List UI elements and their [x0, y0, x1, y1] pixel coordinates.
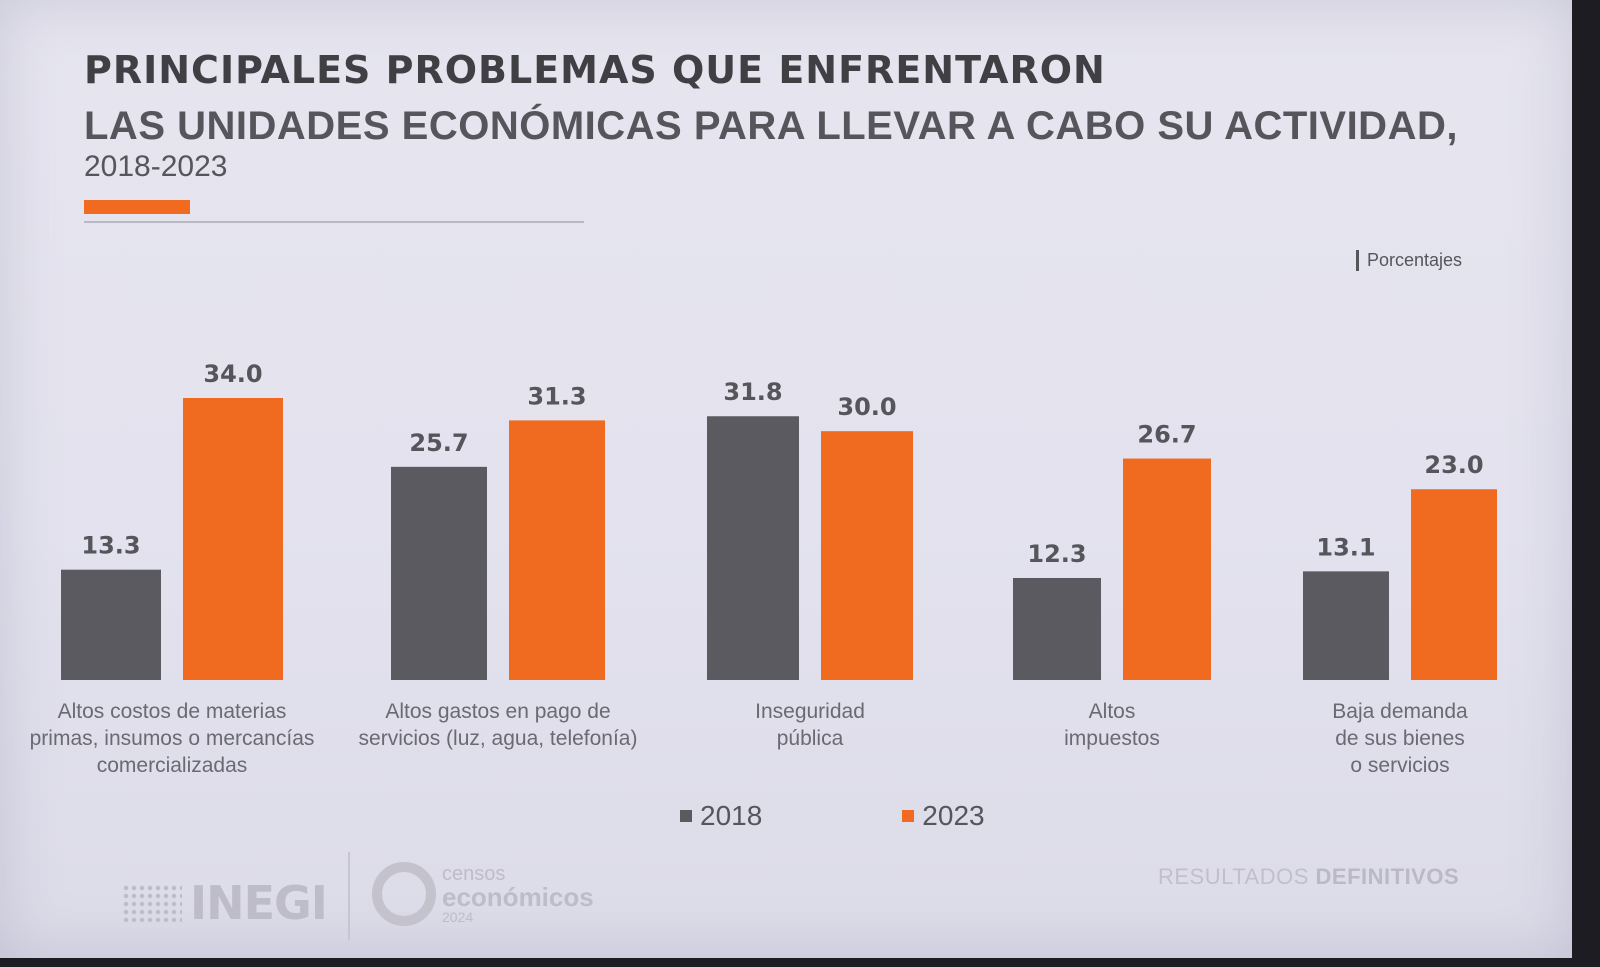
category-label-4-0: Baja demanda: [1332, 700, 1468, 723]
data-label-2023-3: 26.7: [1137, 421, 1196, 449]
bar-chart: 13.3 34.0 Altos costos de materias primas, …: [30, 360, 1497, 777]
inegi-logo-text: INEGI: [190, 876, 328, 930]
data-label-2018-3: 12.3: [1027, 540, 1086, 568]
legend-label-2018: 2018: [700, 800, 763, 831]
category-label-2-1: pública: [777, 727, 844, 750]
title-underline: [84, 221, 584, 223]
legend-item-2018: 2018: [680, 800, 762, 832]
bar-2023-2: [821, 431, 913, 680]
bar-2023-3: [1123, 458, 1211, 680]
censos-logo-text: censos económicos 2024: [442, 864, 594, 924]
category-label-1-0: Altos gastos en pago de: [385, 700, 610, 723]
data-label-2018-0: 13.3: [81, 532, 140, 560]
legend-item-2023: 2023: [902, 800, 985, 832]
data-label-2023-1: 31.3: [527, 382, 586, 410]
bar-2018-4: [1303, 571, 1389, 680]
category-label-3-0: Altos: [1089, 700, 1136, 723]
category-label-4-2: o servicios: [1350, 754, 1449, 777]
inegi-dots-icon: [122, 884, 182, 922]
category-label-0-0: Altos costos de materias: [58, 700, 287, 723]
bar-2023-1: [509, 420, 605, 680]
category-label-3-1: impuestos: [1064, 727, 1160, 750]
bar-2023-4: [1411, 489, 1497, 680]
data-label-2018-4: 13.1: [1316, 533, 1375, 561]
legend-swatch-2023: [902, 810, 915, 822]
results-label: RESULTADOS DEFINITIVOS: [1158, 864, 1459, 890]
data-label-2023-0: 34.0: [203, 360, 262, 388]
bar-2018-2: [707, 416, 799, 680]
results-bold: DEFINITIVOS: [1315, 864, 1460, 889]
data-label-2018-2: 31.8: [723, 378, 782, 406]
category-label-0-1: primas, insumos o mercancías: [30, 727, 315, 750]
censos-line3: 2024: [442, 909, 474, 925]
category-label-1-1: servicios (luz, agua, telefonía): [359, 727, 638, 750]
censos-logo: censos económicos 2024: [372, 862, 594, 926]
censos-circle-icon: [372, 862, 436, 926]
data-label-2023-2: 30.0: [837, 393, 896, 421]
units-label: Porcentajes: [1356, 250, 1462, 271]
legend-label-2023: 2023: [922, 800, 985, 831]
category-label-4-1: de sus bienes: [1335, 727, 1465, 750]
data-label-2018-1: 25.7: [409, 429, 468, 457]
title-accent-bar: [84, 200, 190, 214]
category-label-2-0: Inseguridad: [755, 700, 865, 723]
bar-2023-0: [183, 398, 283, 680]
bar-2018-3: [1013, 577, 1101, 680]
censos-line2: económicos: [442, 882, 594, 912]
legend-swatch-2018: [680, 810, 692, 822]
bar-2018-1: [391, 466, 487, 680]
bar-2018-0: [61, 569, 161, 680]
censos-line1: censos: [442, 863, 506, 885]
results-light: RESULTADOS: [1158, 864, 1309, 889]
slide: PRINCIPALES PROBLEMAS QUE ENFRENTARON LA…: [0, 0, 1572, 958]
chart-period: 2018-2023: [84, 150, 228, 183]
chart-legend: 2018 2023: [680, 800, 985, 832]
chart-title: PRINCIPALES PROBLEMAS QUE ENFRENTARON: [84, 48, 1106, 92]
footer-divider: [348, 852, 350, 940]
inegi-logo: INEGI: [122, 876, 328, 930]
chart-subtitle: LAS UNIDADES ECONÓMICAS PARA LLEVAR A CA…: [84, 104, 1458, 148]
category-label-0-2: comercializadas: [97, 754, 248, 777]
data-label-2023-4: 23.0: [1424, 451, 1483, 479]
